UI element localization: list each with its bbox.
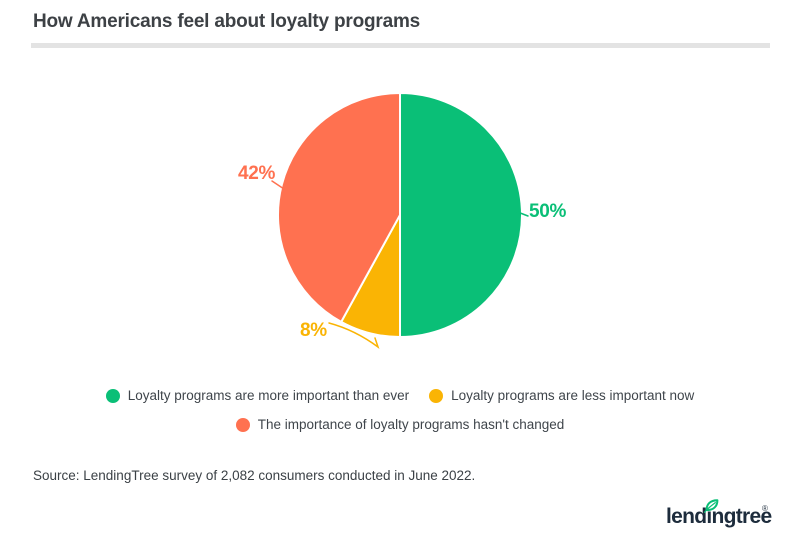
legend-row-2: The importance of loyalty programs hasn'… bbox=[0, 417, 800, 432]
leader-line-50 bbox=[514, 210, 529, 217]
legend-dot-yellow bbox=[429, 388, 444, 403]
legend-label: Loyalty programs are less important now bbox=[451, 388, 695, 403]
data-label-50: 50% bbox=[529, 201, 567, 222]
page-title: How Americans feel about loyalty program… bbox=[33, 11, 421, 32]
legend-item-more-important: Loyalty programs are more important than… bbox=[105, 388, 410, 403]
leader-line-8 bbox=[328, 322, 380, 350]
data-label-8: 8% bbox=[300, 320, 327, 341]
pie-slices-group bbox=[277, 92, 523, 338]
source-attribution: Source: LendingTree survey of 2,082 cons… bbox=[33, 468, 476, 483]
title-divider bbox=[31, 43, 770, 48]
legend-label: The importance of loyalty programs hasn'… bbox=[257, 417, 565, 432]
legend-item-hasnt-changed: The importance of loyalty programs hasn'… bbox=[235, 417, 565, 432]
lendingtree-logo: lendingtree ® bbox=[666, 499, 786, 536]
registered-trademark-symbol: ® bbox=[762, 504, 768, 513]
leaf-icon bbox=[703, 499, 719, 513]
legend-row-1: Loyalty programs are more important than… bbox=[0, 388, 800, 403]
legend: Loyalty programs are more important than… bbox=[0, 388, 800, 432]
legend-dot-coral bbox=[235, 417, 250, 432]
legend-dot-green bbox=[105, 388, 120, 403]
leader-line-42 bbox=[271, 180, 285, 190]
legend-item-less-important: Loyalty programs are less important now bbox=[429, 388, 694, 403]
logo-wordmark: lendingtree bbox=[666, 505, 772, 528]
pie-slice-50% bbox=[399, 92, 523, 338]
data-label-42: 42% bbox=[238, 163, 276, 184]
pie-slice-42% bbox=[277, 92, 401, 323]
legend-label: Loyalty programs are more important than… bbox=[127, 388, 410, 403]
